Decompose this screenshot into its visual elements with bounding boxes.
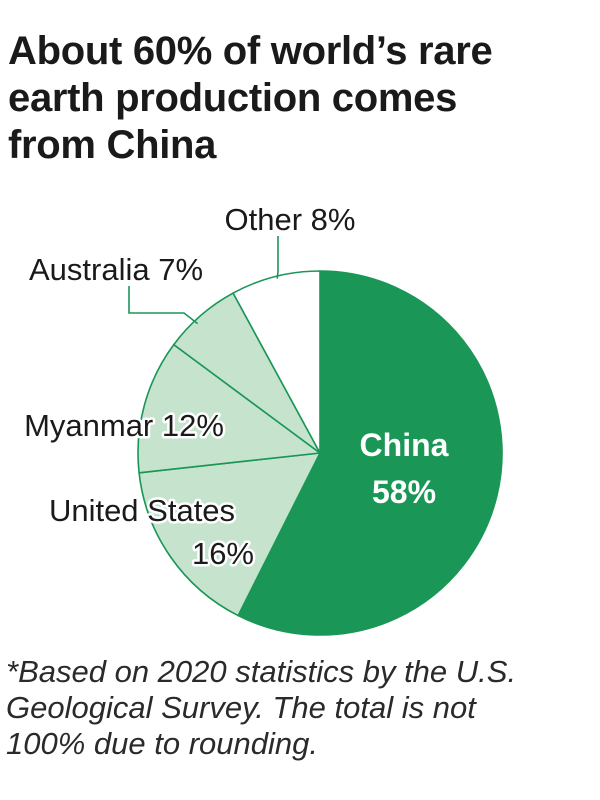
title-line-1: About 60% of world’s rare [8,29,493,73]
footnote-line-1: *Based on 2020 statistics by the U.S. [6,654,517,689]
pie-slice-myanmar [137,343,321,474]
leader-line-other [276,236,279,279]
slice-label-australia: Australia 7% [29,252,203,287]
title-line-3: from China [8,123,217,167]
leader-line-australia [128,286,199,325]
slice-label-other: Other 8% [225,202,356,237]
slice-label-united-states-line-2: 16% [192,536,254,571]
slice-label-myanmar: Myanmar 12% [24,408,224,443]
pie-slice-china [237,270,503,636]
pie-slice-united-states [138,452,321,617]
title-line-2: earth production comes [8,76,458,120]
footnote-line-2: Geological Survey. The total is not [6,690,476,725]
slice-label-united-states-line-1: United States [49,493,235,528]
footnote: *Based on 2020 statistics by the U.S. Ge… [6,654,596,762]
slice-label-china-line-1: China [360,427,449,463]
pie-slice-other [232,270,321,454]
slice-label-china-line-2: 58% [372,474,436,510]
footnote-line-3: 100% due to rounding. [6,726,318,761]
chart-title: About 60% of world’s rare earth producti… [8,28,592,169]
